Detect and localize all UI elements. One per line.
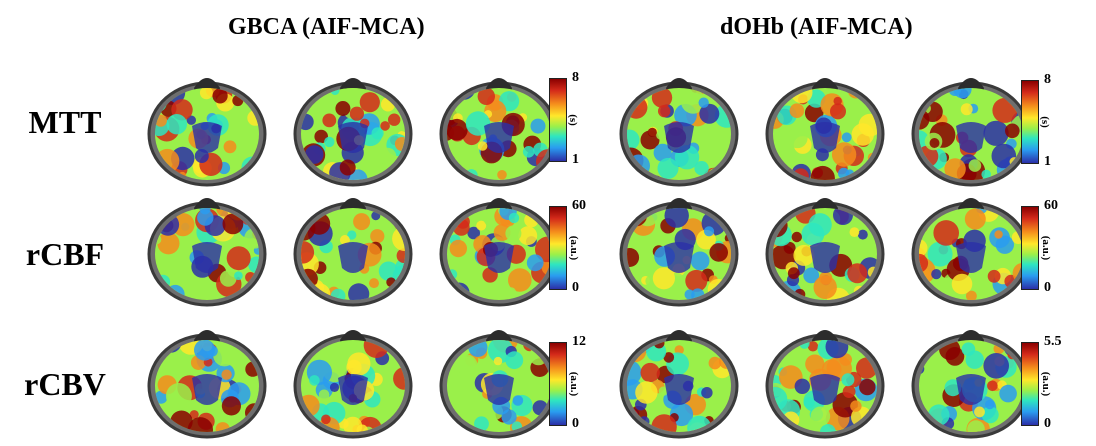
colorbar-gbca-rcbv bbox=[549, 342, 567, 426]
colorbar-gbca-mtt bbox=[549, 78, 567, 162]
colorbar-unit-label: (s) bbox=[566, 114, 579, 126]
colorbar-min-label: 0 bbox=[1044, 416, 1051, 431]
colorbar-max-label: 5.5 bbox=[1044, 334, 1062, 349]
colorbar-min-label: 0 bbox=[572, 416, 579, 431]
brain-slice-image bbox=[290, 68, 416, 188]
row-label-rcbv: rCBV bbox=[24, 366, 106, 402]
brain-slice-image bbox=[616, 68, 742, 188]
brain-slice-image bbox=[144, 320, 270, 440]
row-label-mtt: MTT bbox=[28, 104, 102, 140]
brain-slice-image bbox=[144, 188, 270, 308]
brain-slice-image bbox=[908, 188, 1034, 308]
brain-slice-image bbox=[762, 188, 888, 308]
colorbar-unit-label: (a.u.) bbox=[568, 235, 581, 261]
dohb-group-title: dOHb (AIF-MCA) bbox=[720, 14, 913, 40]
brain-slice-image bbox=[908, 320, 1034, 440]
colorbar-max-label: 12 bbox=[572, 334, 586, 349]
colorbar-min-label: 0 bbox=[1044, 280, 1051, 295]
colorbar-unit-label: (s) bbox=[1038, 116, 1051, 128]
colorbar-dohb-rcbf bbox=[1021, 206, 1039, 290]
colorbar-dohb-mtt bbox=[1021, 80, 1039, 164]
brain-slice-image bbox=[436, 320, 562, 440]
brain-slice-image bbox=[908, 68, 1034, 188]
colorbar-gbca-rcbf bbox=[549, 206, 567, 290]
colorbar-max-label: 60 bbox=[572, 198, 586, 213]
brain-slice-image bbox=[290, 320, 416, 440]
colorbar-min-label: 1 bbox=[572, 152, 579, 167]
gbca-group-title: GBCA (AIF-MCA) bbox=[228, 14, 425, 40]
brain-slice-image bbox=[436, 188, 562, 308]
colorbar-max-label: 60 bbox=[1044, 198, 1058, 213]
colorbar-min-label: 1 bbox=[1044, 154, 1051, 169]
colorbar-max-label: 8 bbox=[1044, 72, 1051, 87]
brain-slice-image bbox=[144, 68, 270, 188]
colorbar-unit-label: (a.u.) bbox=[1040, 371, 1053, 397]
colorbar-dohb-rcbv bbox=[1021, 342, 1039, 426]
colorbar-min-label: 0 bbox=[572, 280, 579, 295]
brain-slice-image bbox=[616, 320, 742, 440]
brain-slice-image bbox=[616, 188, 742, 308]
row-label-rcbf: rCBF bbox=[25, 236, 105, 272]
brain-slice-image bbox=[762, 68, 888, 188]
brain-slice-image bbox=[762, 320, 888, 440]
colorbar-max-label: 8 bbox=[572, 70, 579, 85]
colorbar-unit-label: (a.u.) bbox=[1040, 235, 1053, 261]
brain-slice-image bbox=[290, 188, 416, 308]
colorbar-unit-label: (a.u.) bbox=[568, 371, 581, 397]
brain-slice-image bbox=[436, 68, 562, 188]
